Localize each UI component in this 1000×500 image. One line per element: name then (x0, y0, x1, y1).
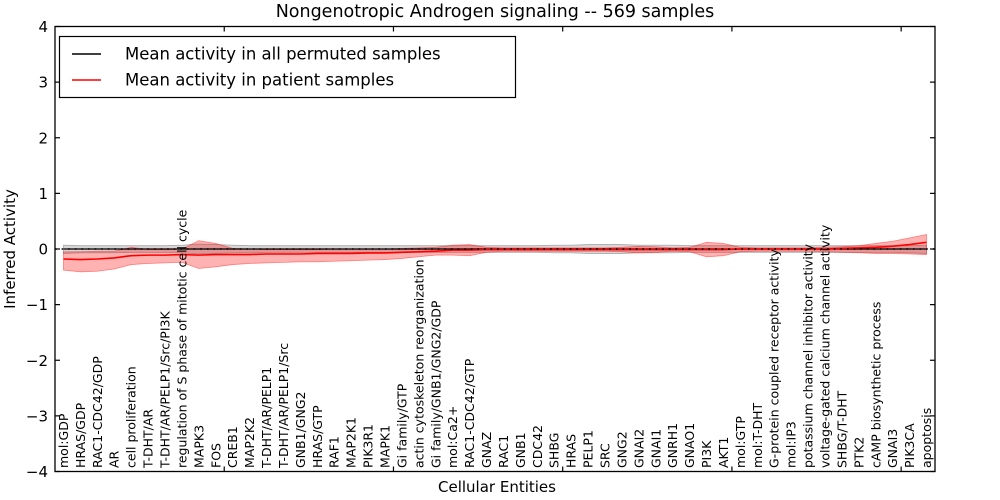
x-category-label: mol:GTP (733, 416, 748, 468)
x-category-label: GNB1/GNG2 (293, 392, 308, 468)
x-category-label: HRAS/GTP (310, 405, 325, 468)
x-category-label: voltage-gated calcium channel activity (818, 224, 833, 468)
x-category-label: PI3K (699, 440, 714, 468)
x-category-label: SHBG (547, 433, 562, 468)
x-category-label: GNAI2 (631, 429, 646, 468)
x-category-label: FOS (208, 443, 223, 468)
x-category-label: CDC42 (530, 425, 545, 468)
x-category-label: GNB1 (513, 432, 528, 468)
band-layer (63, 234, 927, 273)
x-category-label: G-protein coupled receptor activity (767, 249, 782, 468)
x-category-label: GNAZ (479, 432, 494, 468)
legend-label-permuted: Mean activity in all permuted samples (125, 45, 441, 64)
x-category-label: T-DHT/AR/PELP1/Src/PI3K (158, 311, 173, 469)
x-category-label: GNAI1 (648, 429, 663, 468)
x-category-label: RAC1-CDC42/GDP (90, 356, 105, 468)
x-category-label: regulation of S phase of mitotic cell cy… (174, 209, 189, 468)
x-category-label: PELP1 (581, 430, 596, 468)
y-tick-label: −1 (26, 296, 48, 314)
y-tick-label: −2 (26, 352, 48, 370)
x-category-label: PIK3CA (902, 423, 917, 468)
mean-line-patient (63, 241, 927, 261)
x-category-label: mol:T-DHT (750, 402, 765, 468)
x-category-label: CREB1 (225, 426, 240, 468)
x-category-label: SHBG/T-DHT (834, 390, 849, 468)
x-category-label: cell proliferation (124, 366, 139, 468)
x-category-label: MAPK1 (378, 425, 393, 468)
legend-box (58, 35, 517, 99)
x-category-label: SRC (598, 443, 613, 468)
x-category-label: PTK2 (851, 437, 866, 468)
x-category-label: PIK3R1 (361, 424, 376, 468)
x-category-label: apoptosis (919, 408, 934, 468)
x-category-label: mol:IP3 (784, 421, 799, 468)
y-tick-label: 2 (38, 129, 48, 147)
x-category-label: MAP2K1 (344, 417, 359, 468)
x-category-label: potassium channel inhibitor activity (801, 243, 816, 468)
y-tick-label: 3 (38, 74, 48, 92)
x-category-label: MAP2K2 (242, 417, 257, 468)
x-category-label: GNRH1 (665, 423, 680, 468)
x-category-label: HRAS (564, 434, 579, 468)
x-category-label: T-DHT/AR/PELP1/Src (276, 343, 291, 469)
x-category-label: GNAO1 (682, 423, 697, 468)
x-category-label-layer: mol:GDP HRAS/GDP RAC1-CDC42/GDP AR cell prol… (56, 209, 934, 469)
x-axis-label: Cellular Entities (438, 478, 556, 496)
y-axis-label: Inferred Activity (1, 189, 19, 309)
x-category-label: T-DHT/AR/PELP1 (259, 367, 274, 469)
x-category-label: AR (107, 450, 122, 468)
x-category-label: cAMP biosynthetic process (868, 302, 883, 468)
legend-label-patient: Mean activity in patient samples (125, 71, 394, 90)
tick-layer: −4 −3 −2 −1 0 1 2 3 4 (26, 18, 935, 481)
x-category-label: RAF1 (327, 436, 342, 468)
y-tick-label: 4 (38, 18, 48, 36)
y-tick-label: 0 (38, 241, 48, 259)
x-category-label: mol:GDP (56, 413, 71, 468)
x-category-label: actin cytoskeleton reorganization (411, 259, 426, 468)
x-category-label: RAC1 (496, 435, 511, 468)
line-layer (55, 241, 935, 261)
chart-title: Nongenotropic Androgen signaling -- 569 … (276, 2, 715, 22)
x-category-label: HRAS/GDP (73, 402, 88, 468)
x-category-label: AKT1 (716, 437, 731, 468)
x-category-label: T-DHT/AR (141, 409, 156, 469)
y-tick-label: 1 (38, 185, 48, 203)
x-category-label: GNAI3 (885, 429, 900, 468)
x-category-label: mol:Ca2+ (445, 406, 460, 468)
x-category-label: RAC1-CDC42/GTP (462, 358, 477, 468)
x-category-label: GNG2 (614, 431, 629, 468)
band-patient (63, 234, 927, 273)
x-category-label: Gi family/GTP (394, 383, 409, 468)
legend: Mean activity in all permuted samples Me… (58, 35, 517, 99)
x-category-label: Gi family/GNB1/GNG2/GDP (428, 300, 443, 468)
x-category-label: MAPK3 (191, 425, 206, 468)
y-tick-label: −4 (26, 463, 48, 481)
y-tick-label: −3 (26, 407, 48, 425)
